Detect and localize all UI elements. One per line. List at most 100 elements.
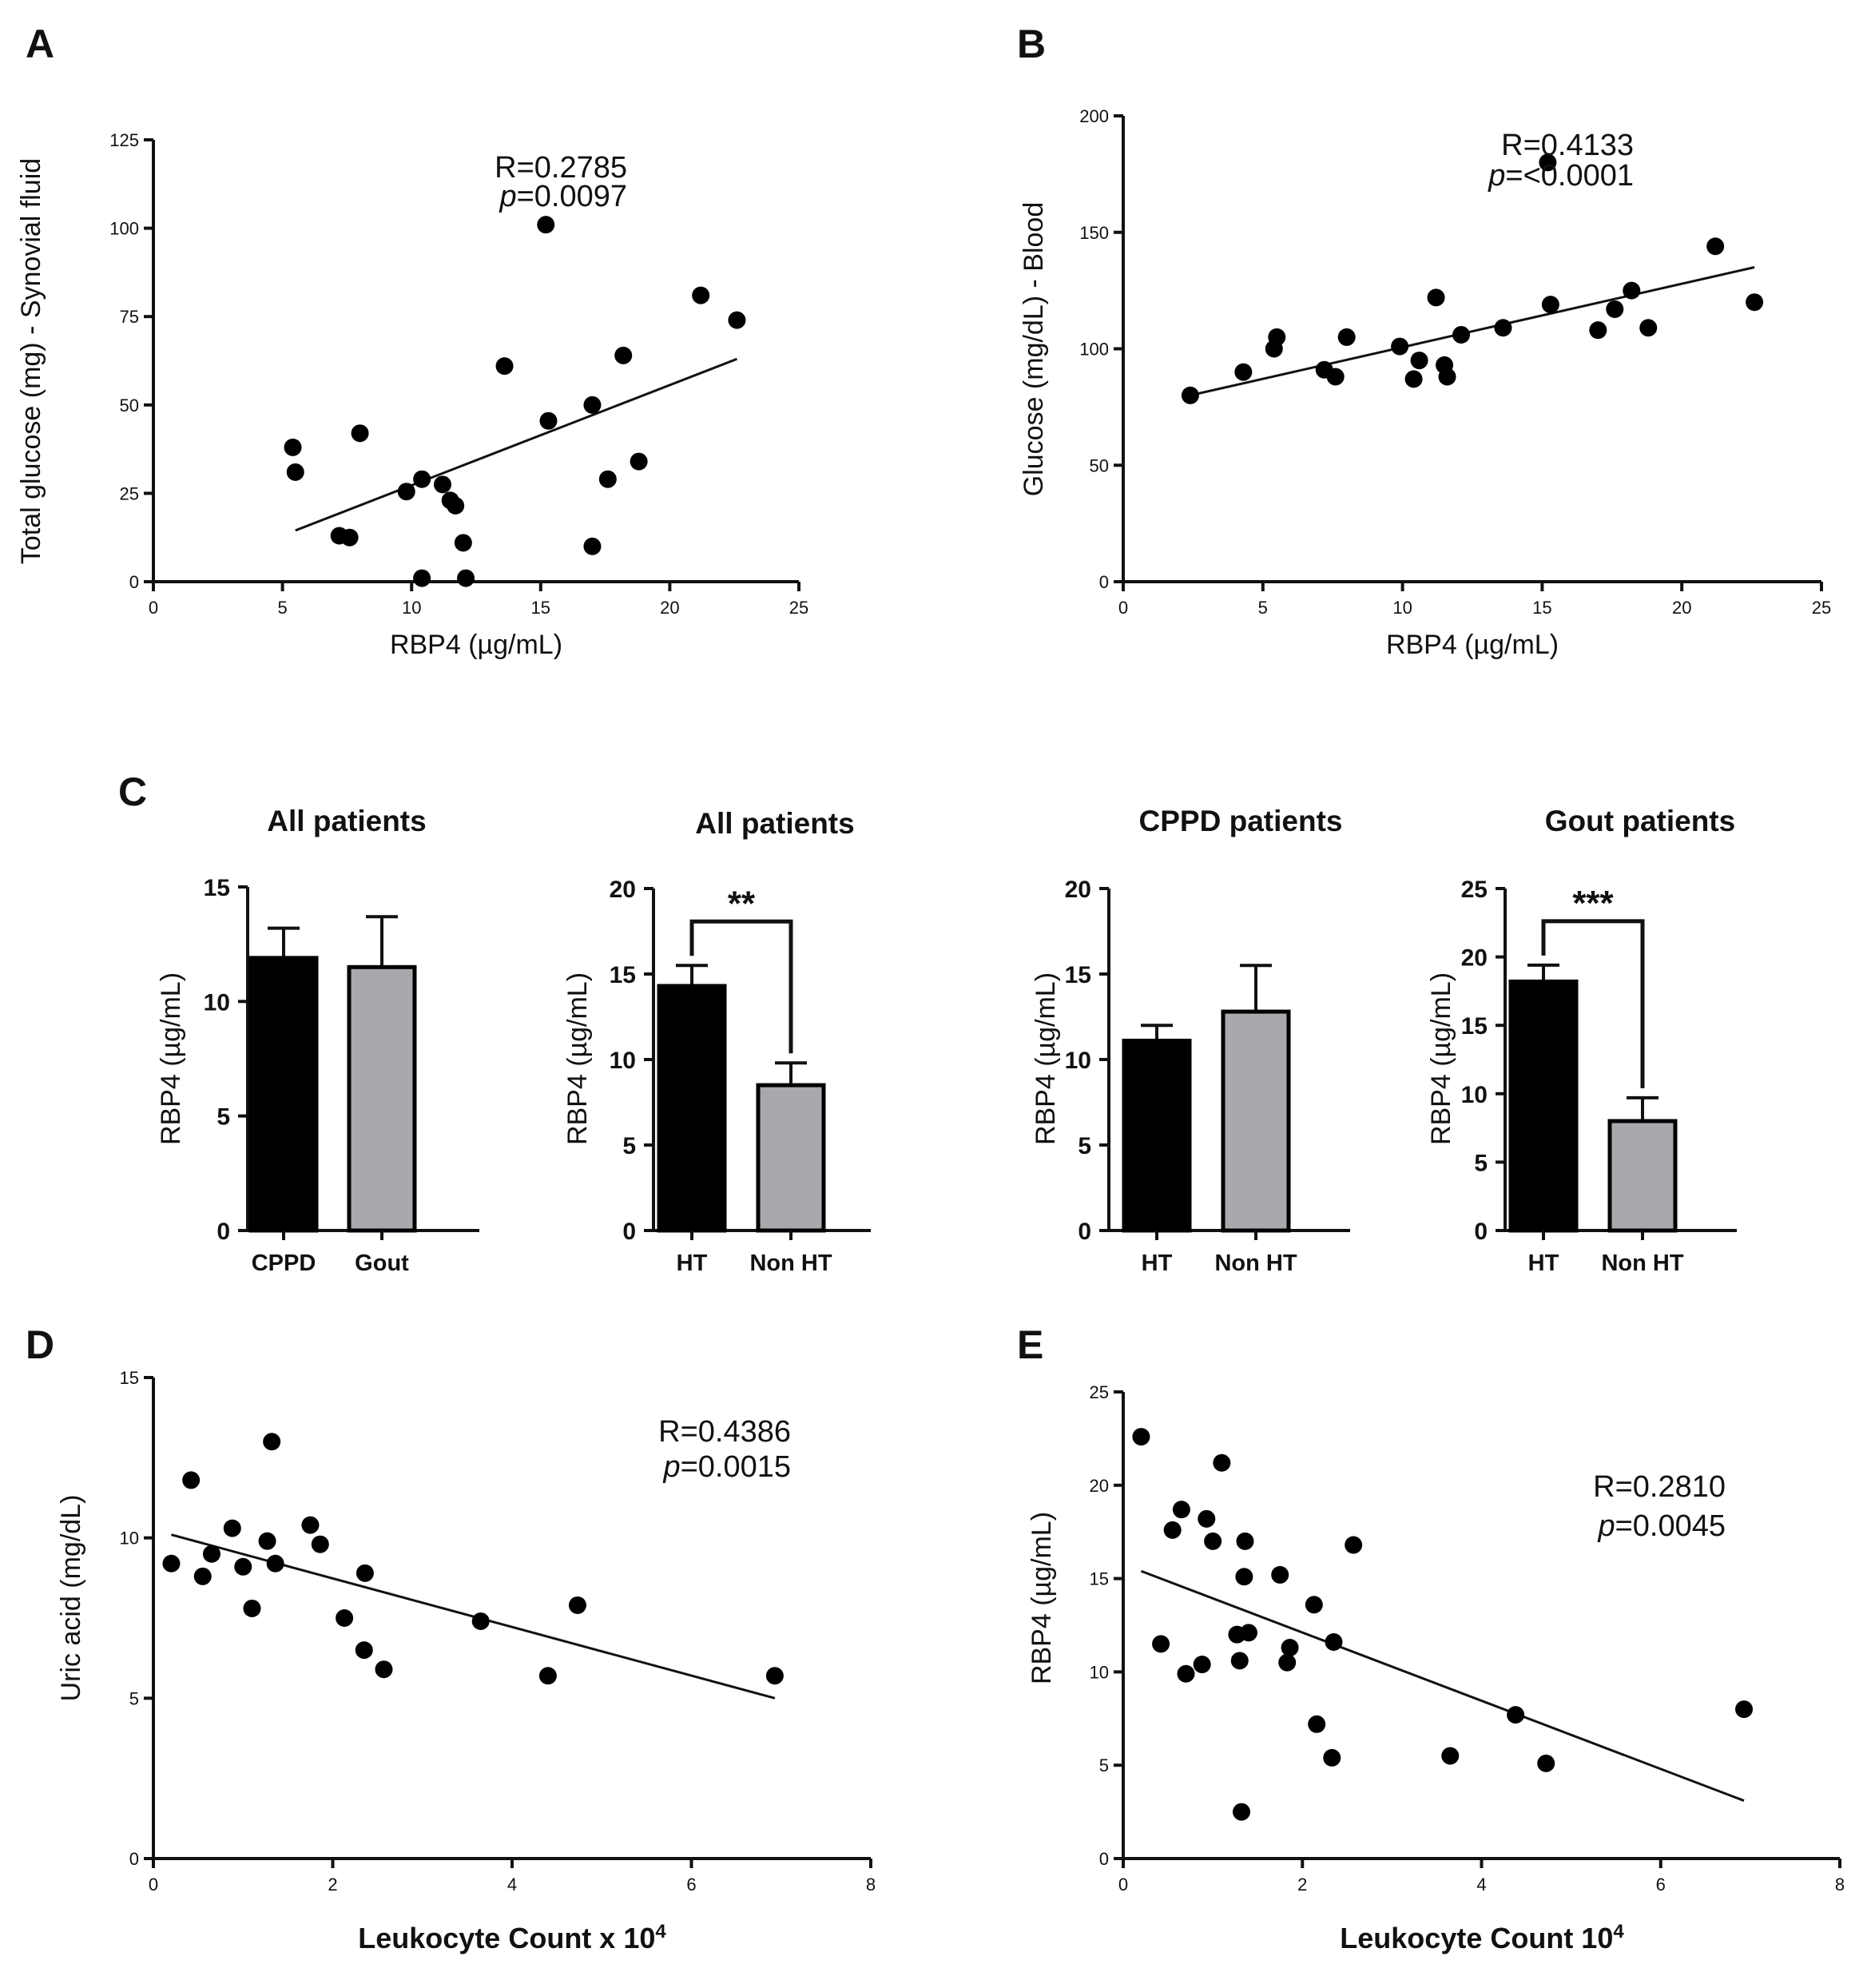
correlation-r: R=0.2785 bbox=[495, 151, 627, 185]
x-tick-label: 5 bbox=[1258, 598, 1268, 618]
data-point bbox=[495, 357, 514, 376]
p-symbol: p bbox=[662, 1450, 680, 1484]
data-point bbox=[1177, 1664, 1195, 1683]
x-tick-label: 25 bbox=[1812, 598, 1831, 618]
significance-stars: *** bbox=[1572, 884, 1614, 923]
x-tick-label: 8 bbox=[1835, 1875, 1845, 1895]
significance-stars: ** bbox=[728, 884, 756, 923]
data-point bbox=[340, 528, 359, 547]
data-point bbox=[311, 1535, 329, 1553]
data-point bbox=[1539, 153, 1557, 172]
y-axis-label: Total glucose (mg) - Synovial fluid bbox=[16, 158, 46, 564]
chart-d: 0 5 10 15 Uric acid (mg/dL) 0 2 4 6 8 Leukocyte Co… bbox=[56, 1368, 876, 1954]
data-point bbox=[413, 470, 431, 488]
data-point bbox=[1193, 1656, 1211, 1674]
x-tick-label: 20 bbox=[1672, 598, 1691, 618]
data-point bbox=[692, 286, 710, 304]
significance-bracket bbox=[1541, 919, 1645, 1088]
data-point bbox=[614, 346, 633, 364]
y-tick-label: 200 bbox=[1079, 106, 1109, 126]
data-point bbox=[1323, 1748, 1341, 1767]
y-tick-label: 10 bbox=[1090, 1662, 1109, 1682]
x-axis-label: Leukocyte Count 104 bbox=[1340, 1921, 1624, 1955]
data-point bbox=[1281, 1639, 1299, 1657]
y-axis-label: RBP4 (µg/mL) bbox=[1027, 1512, 1057, 1684]
x-tick-label: 6 bbox=[1656, 1875, 1666, 1895]
bar bbox=[248, 956, 319, 1233]
x-tick-label: 4 bbox=[507, 1875, 517, 1895]
x-category-label: Non HT bbox=[1214, 1250, 1297, 1276]
significance-bracket bbox=[689, 919, 793, 1054]
data-point bbox=[1537, 1754, 1555, 1772]
y-tick-label: 125 bbox=[109, 130, 139, 150]
data-point bbox=[258, 1532, 276, 1550]
x-tick-label: 2 bbox=[328, 1875, 337, 1895]
y-tick-label: 150 bbox=[1079, 223, 1109, 243]
x-category-label: CPPD bbox=[252, 1250, 316, 1276]
data-point bbox=[1391, 337, 1409, 356]
panel-label-e: E bbox=[1017, 1322, 1043, 1367]
regression-line bbox=[295, 357, 737, 532]
x-tick-label: 0 bbox=[149, 1875, 158, 1895]
y-tick-label: 5 bbox=[622, 1133, 636, 1159]
data-point bbox=[765, 1667, 784, 1685]
data-point bbox=[1181, 386, 1199, 404]
p-value: p=0.0097 bbox=[499, 180, 627, 213]
y-axis-label: RBP4 (µg/mL) bbox=[562, 972, 593, 1145]
p-value: p=<0.0001 bbox=[1488, 159, 1634, 193]
y-tick-label: 5 bbox=[129, 1688, 139, 1708]
y-tick-label: 25 bbox=[1461, 877, 1488, 903]
y-tick-label: 0 bbox=[1474, 1219, 1488, 1245]
data-point bbox=[1204, 1532, 1222, 1550]
data-point bbox=[182, 1471, 201, 1489]
data-point bbox=[301, 1516, 320, 1534]
y-tick-label: 0 bbox=[1078, 1219, 1091, 1245]
data-point bbox=[355, 1641, 373, 1660]
p-symbol: p bbox=[499, 180, 516, 213]
y-axis-label: Glucose (mg/dL) - Blood bbox=[1019, 202, 1049, 497]
data-point bbox=[1325, 1633, 1343, 1652]
data-point bbox=[538, 1667, 557, 1685]
x-axis-label: RBP4 (µg/mL) bbox=[390, 630, 562, 660]
data-point bbox=[1441, 1747, 1460, 1765]
y-axis-label: RBP4 (µg/mL) bbox=[156, 972, 186, 1145]
p-value-number: =0.0015 bbox=[681, 1450, 791, 1484]
data-point bbox=[1230, 1652, 1249, 1670]
data-point bbox=[583, 396, 602, 414]
chart-title: Gout patients bbox=[1545, 805, 1735, 837]
data-point bbox=[1541, 296, 1559, 314]
data-point bbox=[1236, 1532, 1254, 1550]
x-category-label: Gout bbox=[355, 1250, 409, 1276]
x-axis-label-exponent: 4 bbox=[655, 1921, 666, 1942]
data-point bbox=[1606, 300, 1624, 318]
data-point bbox=[1326, 368, 1345, 386]
y-tick-label: 5 bbox=[1099, 1755, 1109, 1775]
data-point bbox=[1427, 288, 1445, 307]
data-point bbox=[1268, 328, 1286, 346]
y-tick-label: 100 bbox=[1079, 340, 1109, 360]
data-point bbox=[1735, 1700, 1754, 1719]
correlation-r: R=0.4386 bbox=[658, 1415, 791, 1449]
data-point bbox=[162, 1554, 181, 1573]
chart-c2: 0 5 10 15 20 RBP4 (µg/mL) All patients HT Non HT… bbox=[562, 807, 871, 1276]
data-point bbox=[454, 534, 472, 552]
data-point bbox=[223, 1519, 241, 1537]
y-tick-label: 25 bbox=[1090, 1382, 1109, 1402]
regression-line bbox=[1190, 266, 1755, 397]
correlation-r: R=0.2810 bbox=[1593, 1470, 1726, 1504]
data-point bbox=[1639, 319, 1658, 337]
x-category-label: HT bbox=[677, 1250, 708, 1276]
x-tick-label: 10 bbox=[1392, 598, 1412, 618]
p-value-number: =0.0045 bbox=[1615, 1509, 1726, 1543]
chart-c3: 0 5 10 15 20 RBP4 (µg/mL) CPPD patients HT Non H… bbox=[1031, 805, 1350, 1276]
bar bbox=[1221, 1009, 1291, 1233]
x-tick-label: 8 bbox=[866, 1875, 876, 1895]
bar bbox=[347, 964, 417, 1233]
y-tick-label: 0 bbox=[622, 1219, 636, 1245]
x-axis-label: RBP4 (µg/mL) bbox=[1386, 630, 1559, 660]
x-axis-label-exponent: 4 bbox=[1613, 1921, 1624, 1942]
data-point bbox=[1623, 281, 1641, 300]
p-symbol: p bbox=[1488, 159, 1505, 193]
x-tick-label: 0 bbox=[1118, 598, 1128, 618]
